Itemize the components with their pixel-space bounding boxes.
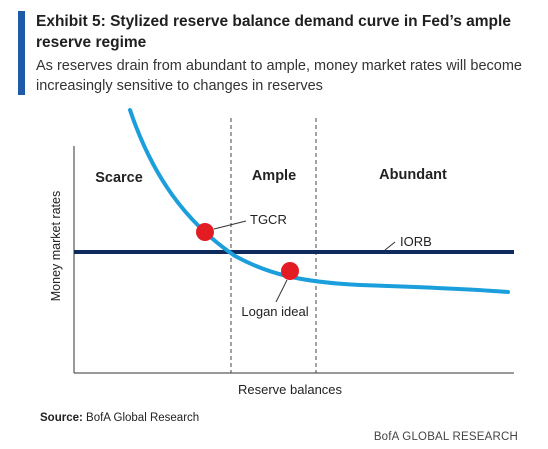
exhibit-title: Exhibit 5: Stylized reserve balance dema…	[36, 13, 511, 51]
source-label: Source:	[40, 412, 83, 424]
x-axis-label: Reserve balances	[238, 382, 343, 397]
logan-ideal-label: Logan ideal	[241, 304, 308, 319]
tgcr-label: TGCR	[250, 212, 287, 227]
y-axis-label: Money market rates	[49, 191, 63, 301]
demand-curve	[128, 108, 510, 294]
tgcr-point	[196, 223, 214, 241]
iorb-label: IORB	[400, 234, 432, 249]
region-label-ample: Ample	[252, 168, 296, 184]
region-label-abundant: Abundant	[379, 167, 447, 183]
logan-ideal-leader	[275, 279, 288, 303]
logan-ideal-point	[281, 262, 299, 280]
source-text: BofA Global Research	[82, 412, 200, 424]
tgcr-leader	[213, 220, 247, 230]
region-label-scarce: Scarce	[95, 170, 143, 186]
brand-mark: BofA GLOBAL RESEARCH	[373, 431, 518, 443]
source-note: Source: BofA Global Research	[40, 412, 199, 424]
iorb-leader	[384, 241, 396, 251]
exhibit-subtitle: As reserves drain from abundant to ample…	[36, 58, 522, 94]
accent-bar	[18, 11, 25, 95]
